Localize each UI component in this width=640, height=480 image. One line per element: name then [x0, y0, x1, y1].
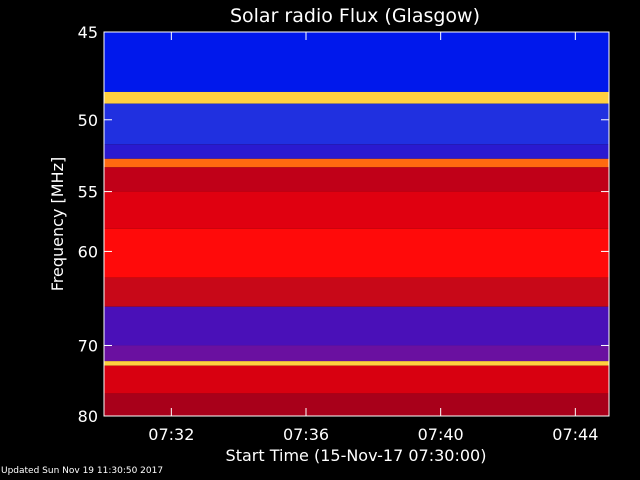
spectrum-band	[104, 103, 609, 145]
y-axis: 45 50 55 60 70 80	[78, 23, 609, 426]
y-tick-label: 70	[78, 336, 98, 355]
spectrum-band	[104, 158, 609, 168]
spectrum-band	[104, 32, 609, 92]
spectrum-band	[104, 306, 609, 346]
plot-area	[104, 32, 609, 416]
spectrum-band	[104, 228, 609, 278]
spectrum-band	[104, 91, 609, 104]
spectrum-band	[104, 167, 609, 192]
spectrum-band	[104, 144, 609, 159]
x-tick-label: 07:36	[283, 425, 329, 444]
x-tick-label: 07:32	[148, 425, 194, 444]
x-axis: 07:32 07:36 07:40 07:44	[148, 32, 598, 444]
chart-title: Solar radio Flux (Glasgow)	[230, 5, 480, 27]
x-tick-label: 07:44	[552, 425, 598, 444]
spectrum-band	[104, 365, 609, 394]
spectrum-band	[104, 191, 609, 229]
spectrum-band	[104, 345, 609, 362]
plot-frame	[103, 31, 610, 417]
y-tick-label: 60	[78, 242, 98, 261]
x-tick-label: 07:40	[418, 425, 464, 444]
y-tick-label: 45	[78, 23, 98, 42]
spectrum-band	[104, 393, 609, 416]
updated-timestamp: Updated Sun Nov 19 11:30:50 2017	[1, 466, 164, 476]
spectrum-band	[104, 361, 609, 366]
y-tick-label: 80	[78, 407, 98, 426]
y-axis-label: Frequency [MHz]	[48, 157, 67, 291]
spectrum-band	[104, 277, 609, 307]
y-tick-label: 55	[78, 183, 98, 202]
x-axis-label: Start Time (15-Nov-17 07:30:00)	[226, 446, 487, 465]
y-tick-label: 50	[78, 111, 98, 130]
